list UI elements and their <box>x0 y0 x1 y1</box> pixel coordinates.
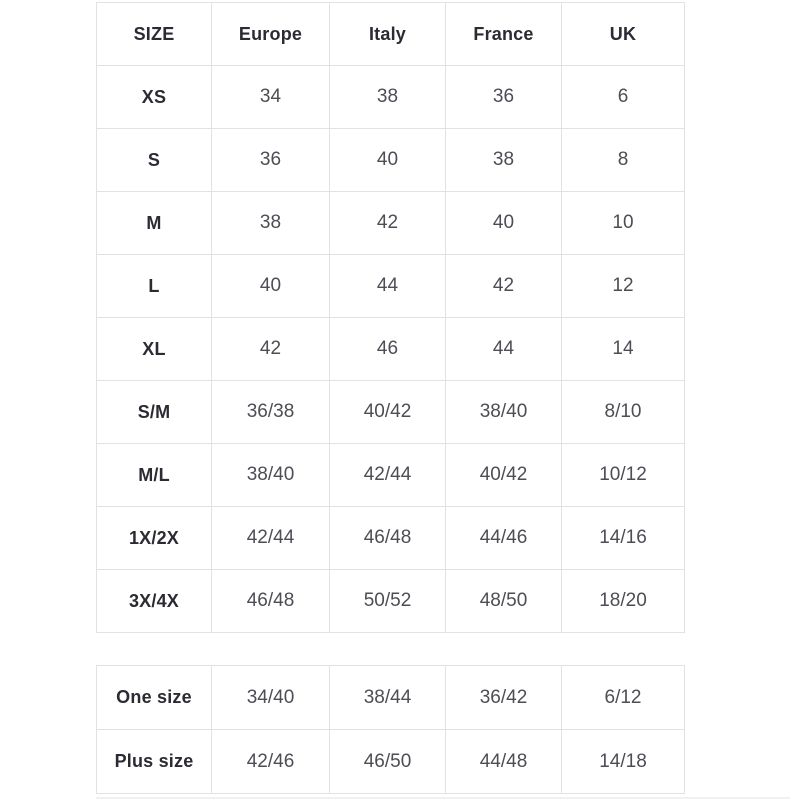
size-label: M/L <box>96 443 212 507</box>
europe-value: 42 <box>211 317 330 381</box>
size-label: L <box>96 254 212 318</box>
table-row: 3X/4X 46/48 50/52 48/50 18/20 <box>96 569 685 633</box>
table-row: 1X/2X 42/44 46/48 44/46 14/16 <box>96 506 685 570</box>
europe-value: 42/46 <box>211 729 330 794</box>
table-row: S/M 36/38 40/42 38/40 8/10 <box>96 380 685 444</box>
italy-value: 44 <box>329 254 446 318</box>
uk-value: 10/12 <box>561 443 685 507</box>
uk-value: 8 <box>561 128 685 192</box>
uk-value: 10 <box>561 191 685 255</box>
size-label: M <box>96 191 212 255</box>
france-value: 40/42 <box>445 443 562 507</box>
europe-value: 36/38 <box>211 380 330 444</box>
europe-value: 34/40 <box>211 665 330 730</box>
size-label: Plus size <box>96 729 212 794</box>
france-value: 36 <box>445 65 562 129</box>
size-label: 1X/2X <box>96 506 212 570</box>
size-label: XS <box>96 65 212 129</box>
france-value: 44/48 <box>445 729 562 794</box>
uk-value: 14/16 <box>561 506 685 570</box>
france-value: 40 <box>445 191 562 255</box>
bottom-divider <box>96 797 790 799</box>
size-label: S <box>96 128 212 192</box>
france-value: 38/40 <box>445 380 562 444</box>
italy-value: 40 <box>329 128 446 192</box>
table-row: L 40 44 42 12 <box>96 254 685 318</box>
italy-value: 42 <box>329 191 446 255</box>
column-header-italy: Italy <box>329 2 446 66</box>
italy-value: 46/50 <box>329 729 446 794</box>
france-value: 48/50 <box>445 569 562 633</box>
italy-value: 38 <box>329 65 446 129</box>
column-header-france: France <box>445 2 562 66</box>
italy-value: 50/52 <box>329 569 446 633</box>
special-sizes-table: One size 34/40 38/44 36/42 6/12 Plus siz… <box>96 665 685 794</box>
europe-value: 38 <box>211 191 330 255</box>
size-label: One size <box>96 665 212 730</box>
uk-value: 12 <box>561 254 685 318</box>
uk-value: 14 <box>561 317 685 381</box>
uk-value: 6 <box>561 65 685 129</box>
france-value: 36/42 <box>445 665 562 730</box>
europe-value: 42/44 <box>211 506 330 570</box>
europe-value: 36 <box>211 128 330 192</box>
table-row: M 38 42 40 10 <box>96 191 685 255</box>
column-header-uk: UK <box>561 2 685 66</box>
italy-value: 40/42 <box>329 380 446 444</box>
size-label: 3X/4X <box>96 569 212 633</box>
italy-value: 38/44 <box>329 665 446 730</box>
europe-value: 34 <box>211 65 330 129</box>
table-row: Plus size 42/46 46/50 44/48 14/18 <box>96 729 685 794</box>
size-label: XL <box>96 317 212 381</box>
header-row: SIZE Europe Italy France UK <box>96 2 685 66</box>
size-label: S/M <box>96 380 212 444</box>
column-header-size: SIZE <box>96 2 212 66</box>
table-row: XL 42 46 44 14 <box>96 317 685 381</box>
europe-value: 38/40 <box>211 443 330 507</box>
france-value: 44 <box>445 317 562 381</box>
uk-value: 18/20 <box>561 569 685 633</box>
table-row: One size 34/40 38/44 36/42 6/12 <box>96 665 685 730</box>
uk-value: 8/10 <box>561 380 685 444</box>
italy-value: 46 <box>329 317 446 381</box>
europe-value: 40 <box>211 254 330 318</box>
uk-value: 14/18 <box>561 729 685 794</box>
italy-value: 46/48 <box>329 506 446 570</box>
uk-value: 6/12 <box>561 665 685 730</box>
table-row: M/L 38/40 42/44 40/42 10/12 <box>96 443 685 507</box>
europe-value: 46/48 <box>211 569 330 633</box>
france-value: 38 <box>445 128 562 192</box>
size-conversion-table: SIZE Europe Italy France UK XS 34 38 36 … <box>96 2 685 633</box>
france-value: 44/46 <box>445 506 562 570</box>
table-row: XS 34 38 36 6 <box>96 65 685 129</box>
italy-value: 42/44 <box>329 443 446 507</box>
column-header-europe: Europe <box>211 2 330 66</box>
france-value: 42 <box>445 254 562 318</box>
table-row: S 36 40 38 8 <box>96 128 685 192</box>
